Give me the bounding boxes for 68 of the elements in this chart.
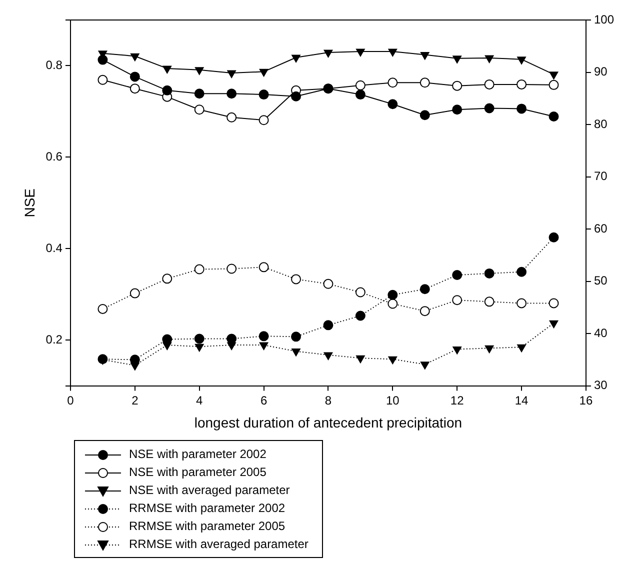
legend-label: RRMSE with parameter 2002 bbox=[129, 501, 286, 515]
y2-tick-label: 80 bbox=[594, 116, 608, 131]
legend-label: RRMSE with parameter 2005 bbox=[129, 519, 286, 533]
y-tick-label: 0.2 bbox=[46, 332, 63, 346]
point bbox=[258, 331, 269, 342]
point bbox=[549, 320, 558, 328]
point bbox=[323, 278, 334, 289]
point bbox=[420, 284, 430, 294]
point bbox=[517, 344, 526, 352]
point bbox=[130, 288, 140, 298]
point bbox=[356, 355, 365, 364]
legend-label: NSE with parameter 2005 bbox=[129, 465, 266, 479]
point bbox=[452, 270, 462, 280]
point bbox=[388, 290, 398, 300]
point bbox=[194, 344, 204, 352]
point bbox=[324, 352, 333, 360]
x-tick-label: 16 bbox=[579, 393, 593, 408]
point bbox=[420, 306, 430, 316]
point bbox=[226, 334, 237, 344]
point bbox=[355, 310, 366, 321]
x-tick-label: 4 bbox=[196, 393, 204, 408]
point bbox=[194, 334, 204, 344]
point bbox=[226, 264, 237, 274]
point bbox=[194, 264, 204, 274]
x-axis-title: longest duration of antecedent precipitation bbox=[194, 414, 462, 430]
point bbox=[388, 356, 398, 364]
y2-tick-label: 90 bbox=[594, 64, 608, 79]
point bbox=[548, 298, 559, 308]
point bbox=[258, 262, 269, 272]
x-tick-label: 12 bbox=[450, 393, 464, 408]
y-axis-title: NSE bbox=[21, 188, 38, 218]
y2-tick-label: 40 bbox=[594, 326, 608, 340]
y2-tick-label: 70 bbox=[594, 169, 608, 184]
x-tick-label: 2 bbox=[132, 393, 139, 408]
y2-tick-label: 60 bbox=[594, 221, 608, 236]
point bbox=[484, 345, 494, 354]
y2-tick-label: 30 bbox=[594, 378, 608, 392]
point bbox=[388, 298, 398, 309]
point bbox=[162, 274, 172, 284]
point bbox=[516, 266, 527, 277]
point bbox=[452, 346, 462, 354]
point bbox=[98, 354, 108, 364]
legend-label: NSE with parameter 2002 bbox=[129, 447, 266, 461]
point bbox=[420, 362, 430, 370]
x-tick-label: 8 bbox=[324, 393, 332, 408]
x-tick-label: 6 bbox=[260, 393, 268, 408]
point bbox=[323, 320, 334, 330]
legend-label: NSE with averaged parameter bbox=[129, 483, 290, 497]
point bbox=[516, 298, 527, 308]
y2-tick-label: 100 bbox=[594, 12, 614, 26]
point bbox=[291, 274, 302, 284]
y-tick-label: 0.4 bbox=[46, 240, 63, 255]
legend-label: RRMSE with averaged parameter bbox=[129, 537, 308, 551]
point bbox=[484, 296, 494, 307]
point bbox=[259, 342, 268, 350]
y-tick-label: 0.6 bbox=[46, 149, 63, 164]
point bbox=[292, 348, 300, 356]
point bbox=[98, 304, 108, 314]
point bbox=[355, 287, 366, 298]
x-tick-label: 0 bbox=[67, 393, 74, 408]
point bbox=[452, 295, 462, 306]
x-tick-label: 10 bbox=[386, 393, 400, 408]
point bbox=[484, 268, 494, 278]
y-tick-label: 0.8 bbox=[46, 58, 63, 72]
y2-tick-label: 50 bbox=[594, 274, 608, 288]
x-tick-label: 14 bbox=[514, 393, 529, 408]
point bbox=[291, 332, 302, 342]
point bbox=[548, 232, 559, 242]
